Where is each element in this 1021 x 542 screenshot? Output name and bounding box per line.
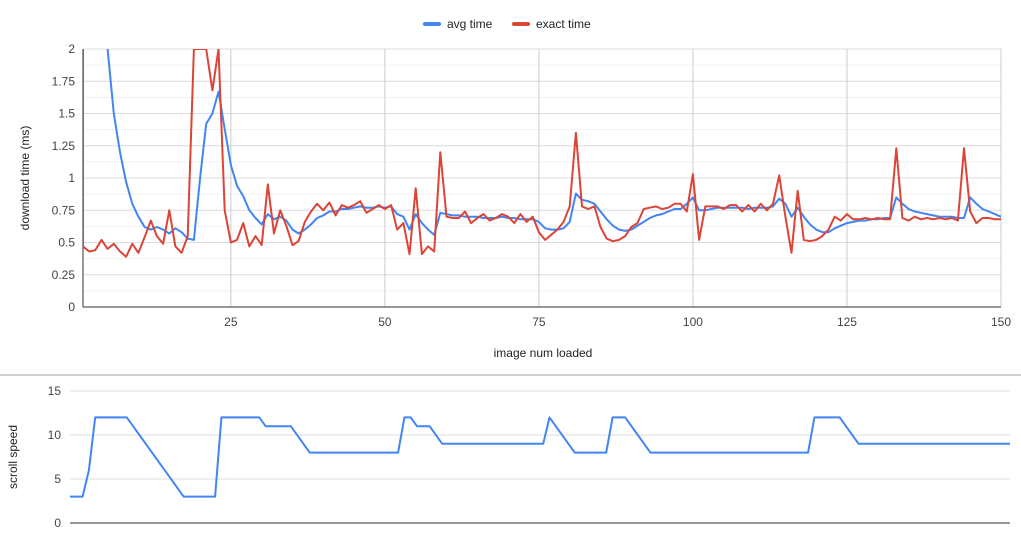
y-tick-label: 1.5 bbox=[58, 107, 75, 121]
y-axis-title: scroll speed bbox=[6, 425, 20, 489]
y-tick-label: 15 bbox=[48, 384, 62, 398]
x-axis-title: image num loaded bbox=[494, 346, 593, 360]
y-tick-label: 0.75 bbox=[52, 203, 76, 217]
scroll-speed-series-line bbox=[70, 416, 1010, 498]
y-tick-label: 1.75 bbox=[52, 74, 76, 88]
download-time-chart: avg time exact time bbox=[82, 17, 1002, 308]
legend: avg time exact time bbox=[423, 17, 591, 31]
x-tick-label: 75 bbox=[532, 315, 546, 329]
y-tick-label: 2 bbox=[68, 42, 75, 56]
x-tick-label: 25 bbox=[224, 315, 238, 329]
y-tick-label: 0 bbox=[68, 300, 75, 314]
y-tick-label: 0.25 bbox=[52, 268, 76, 282]
y-tick-label: 1.25 bbox=[52, 139, 76, 153]
y-tick-label: 5 bbox=[54, 472, 61, 486]
x-tick-label: 150 bbox=[991, 315, 1011, 329]
y-axis-title: download time (ms) bbox=[18, 126, 32, 231]
legend-label: exact time bbox=[536, 17, 591, 31]
exact-time-series-line bbox=[83, 49, 1001, 258]
x-tick-label: 125 bbox=[837, 315, 857, 329]
avg-time-series-line bbox=[106, 49, 1001, 241]
y-tick-label: 0 bbox=[54, 516, 61, 530]
y-tick-label: 10 bbox=[48, 428, 62, 442]
x-tick-label: 100 bbox=[683, 315, 703, 329]
x-tick-label: 50 bbox=[378, 315, 392, 329]
scroll-speed-chart bbox=[70, 390, 1010, 524]
y-tick-label: 1 bbox=[68, 171, 75, 185]
y-tick-label: 0.5 bbox=[58, 236, 75, 250]
legend-label: avg time bbox=[447, 17, 493, 31]
